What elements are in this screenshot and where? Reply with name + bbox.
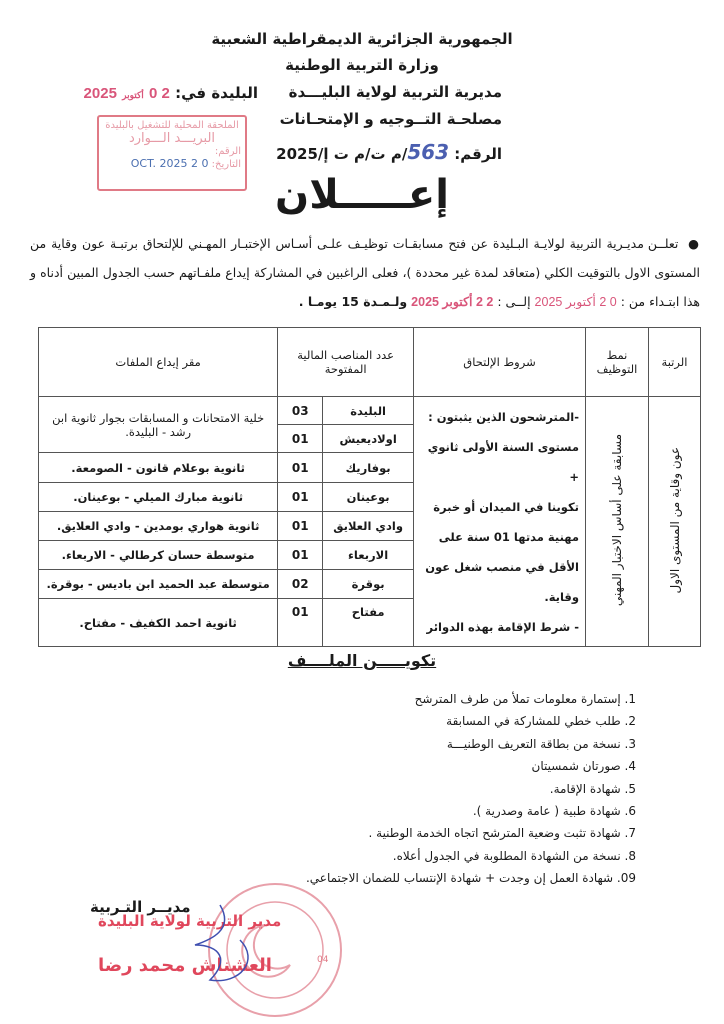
place-date-label: البليدة في:	[175, 84, 258, 102]
table-row: مفتاح 01 ثانوية احمد الكفيف - مفتاح.	[37, 598, 701, 647]
conditions-cell: -المترشحون الذين يثبتون : مستوى السنة ال…	[413, 396, 586, 647]
reference-handwritten-number: 563	[407, 140, 450, 164]
handwritten-signature	[194, 904, 249, 982]
condition-line: مهنية مدتها 01 سنة على	[438, 529, 579, 544]
deposit-cell: ثانوية مبارك الميلي - بوعينان.	[37, 482, 279, 512]
list-item: 1. إستمارة معلومات تملأ من طرف المترشح	[414, 692, 636, 706]
list-item: 09. شهادة العمل إن وجدت + شهادة الإنتساب…	[305, 871, 636, 886]
district-cell: بوفاريك	[322, 452, 414, 483]
stamp-date-label: التاريخ:	[211, 159, 241, 170]
header-mode: نمط التوظيف	[585, 327, 649, 397]
list-item: 6. شهادة طبية ( عامة وصدرية ).	[472, 804, 636, 819]
date-year: 2025	[83, 85, 117, 102]
recruitment-table: الرتبة نمط التوظيف شروط الإلتحاق عدد الم…	[37, 327, 701, 647]
district-cell: بوعينان	[322, 482, 414, 512]
condition-line: مستوى السنة الأولى ثانوي +	[427, 439, 579, 484]
date-month: أكتوبر	[122, 90, 144, 100]
to-label: إلــى :	[497, 294, 531, 309]
duration: ولـمـدة 15 يومـا .	[298, 294, 408, 309]
posts-cell: 01	[277, 511, 324, 541]
header-deposit: مقر إيداع الملفات	[37, 327, 279, 397]
table-row: وادي العلايق 01 ثانوية هواري بومدين - وا…	[37, 511, 701, 541]
deposit-cell: متوسطة حسان كرطالي - الاربعاء.	[37, 540, 279, 570]
stamp-line-2: البريـــد الـــوارد	[128, 131, 216, 146]
posts-cell: 01	[277, 598, 324, 647]
bullet-icon: ●	[678, 236, 700, 251]
ministry-heading: وزارة التربية الوطنية	[285, 56, 439, 74]
to-date: 2 2 أكتوبر 2025	[411, 295, 494, 309]
mode-cell: مسابقة على أساس الاختبار المهني	[585, 396, 649, 647]
header-grade: الرتبة	[648, 327, 701, 397]
list-item: 3. نسخة من بطاقة التعريف الوطنيـــة	[446, 736, 636, 751]
table-row: الاربعاء 01 متوسطة حسان كرطالي - الاربعا…	[37, 540, 701, 570]
table-row: عون وقاية من المستوى الاول مسابقة على أس…	[37, 396, 701, 647]
directorate-name: مديرية التربية لولاية البليـــدة	[288, 83, 502, 101]
list-item: 7. شهادة تثبت وضعية المترشح اتجاه الخدمة…	[368, 826, 637, 841]
reference-suffix: /م ت/م ت إ/2025	[276, 145, 408, 163]
service-name: مصلحـة التــوجيه و الإمتحـانات	[279, 110, 502, 128]
deposit-cell: ثانوية هواري بومدين - وادي العلايق.	[37, 511, 279, 541]
list-item: 4. صورتان شمسيتان	[531, 759, 636, 774]
deposit-cell: ثانوية بوعلام قانون - الصومعة.	[37, 452, 279, 483]
district-cell: الاربعاء	[322, 540, 414, 570]
reference-label: الرقم:	[454, 145, 502, 163]
from-date: 0 2 أكتوبر 2025	[534, 295, 617, 309]
posts-cell: 01	[277, 452, 324, 483]
seal-number: 04	[317, 955, 329, 965]
district-cell: بوقرة	[322, 569, 414, 599]
deposit-cell: خلية الامتحانات و المسابقات بجوار ثانوية…	[37, 396, 279, 453]
table-row: اولاديعيش 01	[39, 424, 701, 453]
announcement-title: إعـــــلان	[275, 172, 449, 218]
table-header-row: الرتبة نمط التوظيف شروط الإلتحاق عدد الم…	[37, 327, 701, 397]
stamp-number-label: الرقم:	[214, 146, 241, 157]
mode-text: مسابقة على أساس الاختبار المهني	[610, 433, 624, 607]
condition-line: -المترشحون الذين يثبتون :	[428, 409, 579, 424]
grade-cell: عون وقاية من المستوى الاول	[648, 396, 701, 647]
list-item: 5. شهادة الإقامة.	[549, 781, 636, 796]
stamp-line-1: الملحقة المحلية للتشغيل بالبليدة	[105, 120, 239, 131]
posts-cell: 03	[277, 396, 324, 425]
posts-cell: 01	[277, 482, 324, 512]
district-cell: اولاديعيش	[322, 424, 414, 453]
intro-text: تعلــن مديـرية التربية لولايـة البـليدة …	[30, 236, 700, 309]
received-mail-stamp: الملحقة المحلية للتشغيل بالبليدة البريــ…	[97, 115, 247, 191]
condition-line: تكوينا في الميدان أو خبرة	[433, 499, 579, 514]
condition-line: - شرط الإقامة بهذه الدوائر	[426, 619, 579, 634]
table-row: بوقرة 02 متوسطة عبد الحميد ابن باديس - ب…	[37, 569, 701, 599]
posts-cell: 02	[277, 569, 324, 599]
district-cell: البليدة	[322, 396, 414, 425]
grade-text: عون وقاية من المستوى الاول	[667, 446, 682, 594]
district-cell: مفتاح	[322, 598, 414, 647]
deposit-cell: متوسطة عبد الحميد ابن باديس - بوقرة.	[37, 569, 279, 599]
posts-cell: 01	[277, 540, 324, 570]
reference-number: الرقم: 563/م ت/م ت إ/2025	[276, 140, 502, 164]
condition-line: الأقل في منصب شغل عون	[425, 559, 579, 574]
republic-heading: الجمهورية الجزائرية الديمقراطية الشعبية	[211, 30, 513, 48]
district-cell: وادي العلايق	[322, 511, 414, 541]
header-posts: عدد المناصب المالية المفتوحة	[277, 327, 414, 397]
posts-cell: 01	[277, 424, 324, 453]
signature-stamp-name: العشناش محمد رضا	[98, 955, 272, 976]
table-row: بوعينان 01 ثانوية مبارك الميلي - بوعينان…	[37, 482, 701, 512]
list-item: 2. طلب خطي للمشاركة في المسابقة	[446, 714, 636, 729]
deposit-cell: ثانوية احمد الكفيف - مفتاح.	[37, 598, 279, 647]
file-section-title: تكويـــــن الملــــف	[287, 651, 437, 670]
crescent-icon	[241, 924, 291, 978]
header-conditions: شروط الإلتحاق	[413, 327, 586, 397]
official-round-seal: 04	[208, 883, 342, 1017]
date-day: 2 0	[149, 85, 170, 102]
signature-stamp-line: مدير التربية لولاية البليدة	[98, 912, 282, 930]
list-item: 8. نسخة من الشهادة المطلوبة في الجدول أع…	[392, 848, 636, 863]
stamp-date: 0 2 OCT. 2025	[130, 157, 209, 170]
required-documents-list: 1. إستمارة معلومات تملأ من طرف المترشح 2…	[306, 688, 636, 890]
condition-line: وقاية.	[544, 589, 579, 604]
place-date: البليدة في: 2 0 أكتوبر 2025	[84, 84, 258, 102]
intro-paragraph: ● تعلــن مديـرية التربية لولايـة البـليد…	[30, 229, 700, 317]
table-row: بوفاريك 01 ثانوية بوعلام قانون - الصومعة…	[37, 452, 701, 483]
signatory-title: مديــر التـربية	[90, 898, 191, 916]
